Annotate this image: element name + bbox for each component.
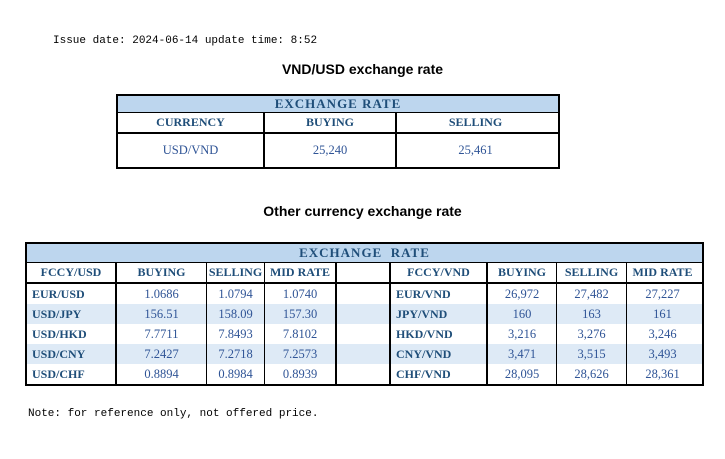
selling-cell: 158.09 [207, 304, 265, 324]
col-header-buying: BUYING [265, 113, 397, 132]
buying-cell: 25,240 [265, 134, 397, 167]
table-row: USD/JPY 156.51 158.09 157.30 JPY/VND 160… [27, 304, 702, 324]
mid-rate-cell: 0.8939 [265, 364, 337, 384]
usd-rate-table: EXCHANGE RATE CURRENCY BUYING SELLING US… [116, 94, 560, 169]
col-header-mid-rate-usd: MID RATE [265, 263, 337, 282]
mid-rate-cell: 157.30 [265, 304, 337, 324]
col-header-selling: SELLING [448, 115, 503, 129]
selling-cell: 27,482 [557, 284, 627, 304]
buying-cell: 156.51 [117, 304, 207, 324]
pair-cell: USD/HKD [27, 324, 117, 344]
pair-cell: USD/CHF [27, 364, 117, 384]
selling-cell: 3,276 [557, 324, 627, 344]
col-header-mid-rate-vnd: MID RATE [632, 265, 693, 279]
other-table-title: Other currency exchange rate [263, 203, 462, 219]
note-text: Note: for reference only, not offered pr… [28, 408, 319, 420]
spacer-cell [337, 284, 391, 304]
mid-rate-cell: 3,246 [648, 326, 677, 341]
pair-cell: USD/JPY [27, 304, 117, 324]
exchange-rate-banner: EXCHANGE RATE [118, 96, 558, 113]
buying-cell: 1.0686 [117, 284, 207, 304]
currency-cell: USD/VND [118, 134, 265, 167]
buying-cell: 7.2427 [117, 344, 207, 364]
selling-cell: 1.0794 [207, 284, 265, 304]
col-header-selling-usd: SELLING [207, 263, 265, 282]
spacer-cell [337, 304, 391, 324]
pair-cell: EUR/USD [27, 284, 117, 304]
other-rate-table: EXCHANGE RATE FCCY/USD BUYING SELLING MI… [25, 242, 704, 386]
buying-cell: 3,471 [488, 344, 557, 364]
buying-cell: 26,972 [488, 284, 557, 304]
buying-cell: 160 [488, 304, 557, 324]
selling-cell: 7.8493 [207, 324, 265, 344]
selling-cell: 3,515 [557, 344, 627, 364]
selling-cell: 0.8984 [207, 364, 265, 384]
other-table-header-row: FCCY/USD BUYING SELLING MID RATE FCCY/VN… [27, 263, 702, 284]
col-header-fccy-usd: FCCY/USD [27, 263, 117, 282]
usd-table-header-row: CURRENCY BUYING SELLING [118, 113, 558, 134]
mid-rate-cell: 28,361 [645, 366, 680, 381]
spacer-cell [337, 364, 391, 384]
selling-cell: 28,626 [557, 364, 627, 384]
buying-cell: 28,095 [488, 364, 557, 384]
mid-rate-cell: 7.2573 [265, 344, 337, 364]
buying-cell: 0.8894 [117, 364, 207, 384]
buying-cell: 3,216 [488, 324, 557, 344]
exchange-rate-banner: EXCHANGE RATE [27, 244, 702, 263]
table-row: USD/CHF 0.8894 0.8984 0.8939 CHF/VND 28,… [27, 364, 702, 384]
col-header-currency: CURRENCY [118, 113, 265, 132]
col-header-buying-vnd: BUYING [488, 263, 557, 282]
mid-rate-cell: 3,493 [648, 346, 677, 361]
issue-date-text: Issue date: 2024-06-14 update time: 8:52 [53, 35, 318, 47]
buying-cell: 7.7711 [117, 324, 207, 344]
table-row: USD/CNY 7.2427 7.2718 7.2573 CNY/VND 3,4… [27, 344, 702, 364]
pair-cell: USD/CNY [27, 344, 117, 364]
table-row: EUR/USD 1.0686 1.0794 1.0740 EUR/VND 26,… [27, 284, 702, 304]
mid-rate-cell: 7.8102 [265, 324, 337, 344]
mid-rate-cell: 161 [653, 306, 672, 321]
pair-cell: EUR/VND [391, 284, 488, 304]
table-row: USD/VND 25,240 25,461 [118, 134, 558, 167]
selling-cell: 25,461 [458, 143, 493, 157]
spacer-cell [337, 324, 391, 344]
mid-rate-cell: 1.0740 [265, 284, 337, 304]
col-header-buying-usd: BUYING [117, 263, 207, 282]
table-row: USD/HKD 7.7711 7.8493 7.8102 HKD/VND 3,2… [27, 324, 702, 344]
pair-cell: JPY/VND [391, 304, 488, 324]
spacer-cell [337, 263, 391, 282]
mid-rate-cell: 27,227 [645, 286, 680, 301]
pair-cell: HKD/VND [391, 324, 488, 344]
spacer-cell [337, 344, 391, 364]
pair-cell: CNY/VND [391, 344, 488, 364]
pair-cell: CHF/VND [391, 364, 488, 384]
selling-cell: 163 [557, 304, 627, 324]
selling-cell: 7.2718 [207, 344, 265, 364]
col-header-selling-vnd: SELLING [557, 263, 627, 282]
col-header-fccy-vnd: FCCY/VND [391, 263, 488, 282]
usd-table-title: VND/USD exchange rate [281, 61, 444, 77]
